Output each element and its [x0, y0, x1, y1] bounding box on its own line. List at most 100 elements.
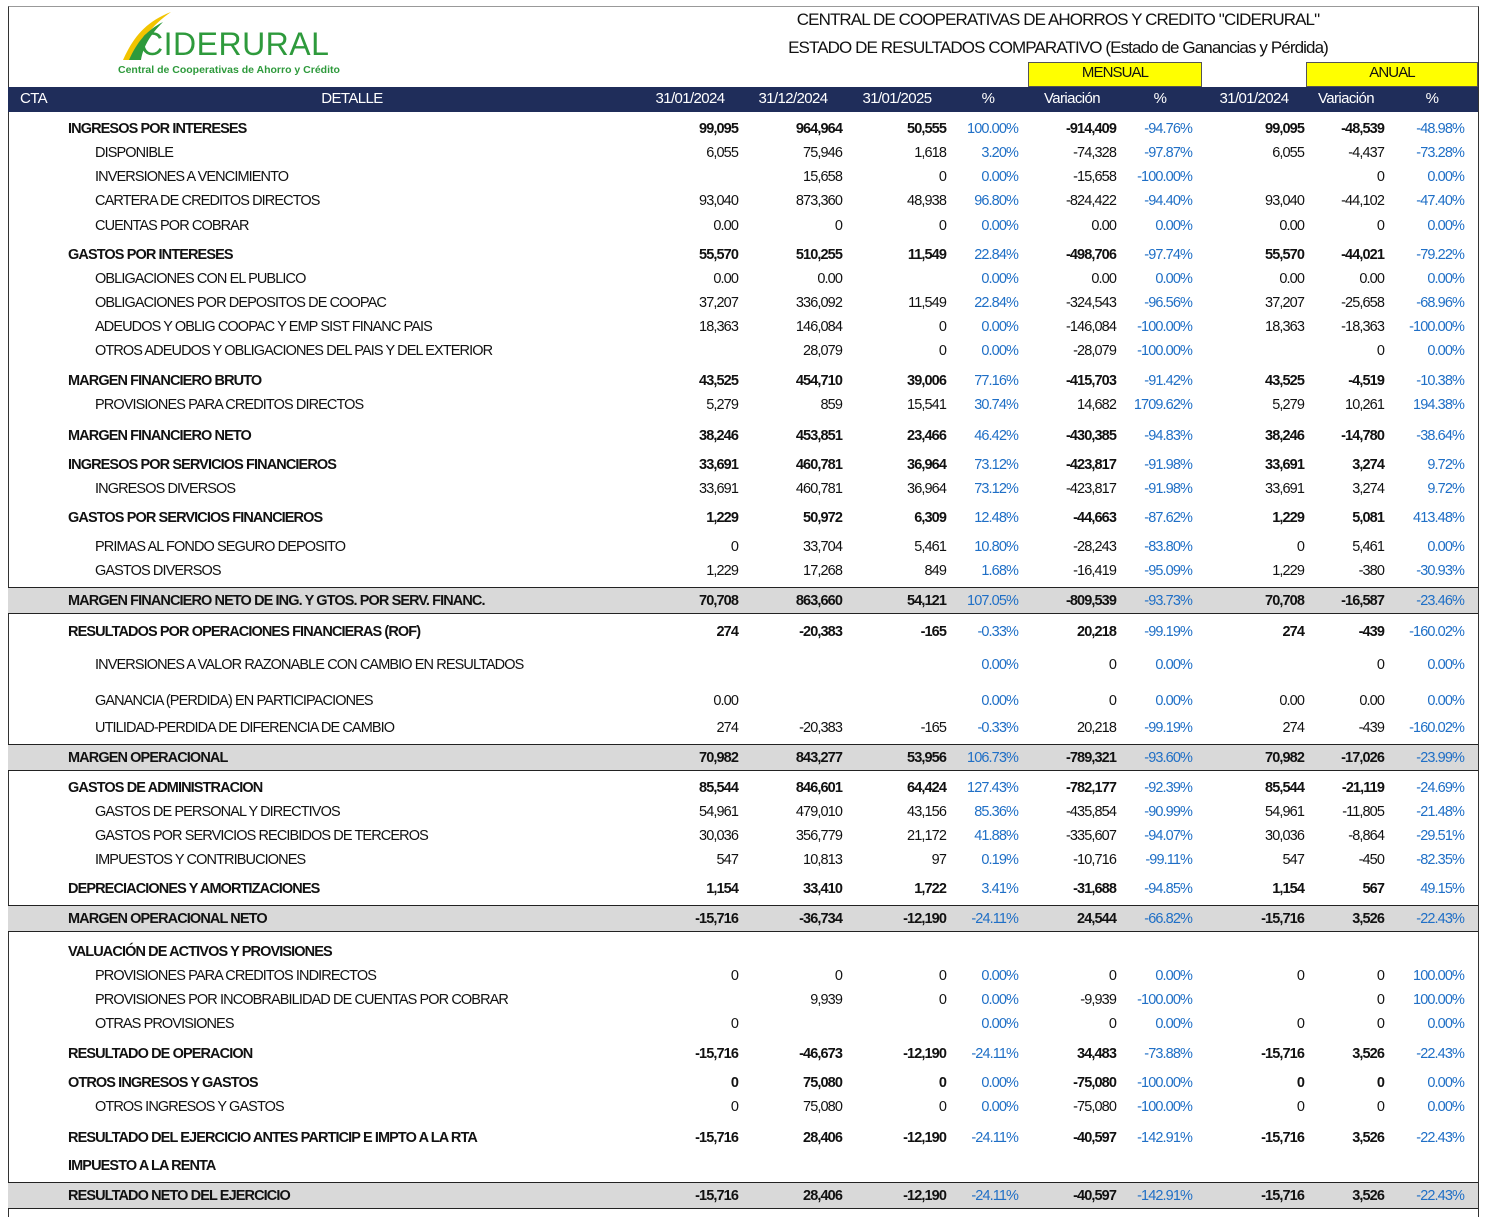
total-row-band — [8, 905, 1478, 932]
cell: 0.00% — [981, 271, 1019, 287]
cell: 85.36% — [974, 804, 1019, 820]
cell: -28,079 — [1073, 343, 1117, 359]
cell: -160.02% — [1409, 624, 1465, 640]
cell: 0 — [938, 218, 947, 234]
cell: -914,409 — [1065, 121, 1117, 137]
cell: 28,079 — [803, 343, 843, 359]
cell: -91.98% — [1144, 481, 1193, 497]
cell: -99.19% — [1144, 624, 1193, 640]
column-header: DETALLE — [321, 90, 383, 107]
cell: 30,036 — [699, 828, 739, 844]
row-label: DISPONIBLE — [95, 145, 174, 161]
cell: -18,363 — [1341, 319, 1385, 335]
cell: 5,279 — [1272, 397, 1305, 413]
cell: 54,961 — [1265, 804, 1305, 820]
cell: 547 — [716, 852, 739, 868]
cell: 37,207 — [699, 295, 739, 311]
cell: 3.41% — [981, 881, 1019, 897]
cell: -79.22% — [1416, 247, 1465, 263]
cell: -23.46% — [1416, 593, 1465, 609]
cell: 24,544 — [1077, 911, 1117, 927]
cell: 33,691 — [699, 481, 739, 497]
row-label: OTROS INGRESOS Y GASTOS — [68, 1075, 259, 1091]
cell: 0 — [1108, 693, 1117, 709]
logo-name: CIDERURAL — [140, 26, 330, 62]
cell: -423,817 — [1065, 481, 1117, 497]
cell: -809,539 — [1065, 593, 1117, 609]
cell: 1,229 — [1272, 510, 1305, 526]
cell: 0.00% — [1155, 218, 1193, 234]
cell: 460,781 — [795, 481, 843, 497]
cell: -380 — [1358, 563, 1385, 579]
row-label: INGRESOS DIVERSOS — [95, 481, 236, 497]
cell: -435,854 — [1065, 804, 1117, 820]
cell: 127.43% — [967, 780, 1019, 796]
cell: 49.15% — [1420, 881, 1465, 897]
row-label: INGRESOS POR INTERESES — [68, 121, 247, 137]
row-label: OTROS ADEUDOS Y OBLIGACIONES DEL PAIS Y … — [95, 343, 493, 359]
row-label: DEPRECIACIONES Y AMORTIZACIONES — [68, 881, 320, 897]
cell: 48,938 — [907, 193, 947, 209]
cell: 30.74% — [974, 397, 1019, 413]
cell: 0 — [730, 539, 739, 555]
cell: 274 — [1282, 720, 1305, 736]
cell: -10.38% — [1416, 373, 1465, 389]
row-label: MARGEN FINANCIERO BRUTO — [68, 373, 262, 389]
cell: -146,084 — [1065, 319, 1117, 335]
cell: 75,080 — [803, 1075, 843, 1091]
cell: 1709.62% — [1133, 397, 1193, 413]
row-label: MARGEN OPERACIONAL NETO — [68, 911, 268, 927]
column-header: % — [1153, 90, 1167, 107]
cell: 0.00% — [1427, 539, 1465, 555]
cell: 70,708 — [1265, 593, 1305, 609]
cell: -15,658 — [1073, 169, 1117, 185]
cell: -91.42% — [1144, 373, 1193, 389]
cell: 6,055 — [1272, 145, 1305, 161]
cell: 3,526 — [1352, 1130, 1385, 1146]
cell: 0.00 — [713, 271, 739, 287]
cell: 15,541 — [907, 397, 947, 413]
cell: 274 — [1282, 624, 1305, 640]
cell: 46.42% — [974, 428, 1019, 444]
cell: 146,084 — [795, 319, 843, 335]
cell: 43,525 — [699, 373, 739, 389]
cell: 1.68% — [981, 563, 1019, 579]
row-label: GASTOS POR SERVICIOS RECIBIDOS DE TERCER… — [95, 828, 429, 844]
cell: -142.91% — [1137, 1188, 1193, 1204]
cell: 0 — [730, 1099, 739, 1115]
cell: -17,026 — [1341, 750, 1385, 766]
row-label: INVERSIONES A VENCIMIENTO — [95, 169, 289, 185]
cell: -44,021 — [1341, 247, 1385, 263]
cell: 0.00% — [1155, 1016, 1193, 1032]
cell: -28,243 — [1073, 539, 1117, 555]
cell: 6,055 — [706, 145, 739, 161]
cell: 97 — [931, 852, 947, 868]
cell: 0 — [1376, 992, 1385, 1008]
cell: 41.88% — [974, 828, 1019, 844]
row-label: PROVISIONES PARA CREDITOS DIRECTOS — [95, 397, 364, 413]
cell: 43,156 — [907, 804, 947, 820]
cell: -15,716 — [1261, 911, 1305, 927]
report-title: CENTRAL DE COOPERATIVAS DE AHORROS Y CRE… — [796, 10, 1320, 29]
cell: -24.11% — [971, 1188, 1019, 1204]
row-label: INVERSIONES A VALOR RAZONABLE CON CAMBIO… — [95, 657, 524, 673]
cell: 22.84% — [974, 295, 1019, 311]
cell: -0.33% — [977, 624, 1018, 640]
cell: 6,309 — [914, 510, 947, 526]
cell: 1,229 — [706, 563, 739, 579]
row-label: RESULTADO DEL EJERCICIO ANTES PARTICIP E… — [68, 1130, 478, 1146]
cell: -14,780 — [1341, 428, 1385, 444]
cell: 0 — [1296, 968, 1305, 984]
cell: 567 — [1362, 881, 1385, 897]
cell: 547 — [1282, 852, 1305, 868]
row-label: RESULTADO DE OPERACION — [68, 1046, 253, 1062]
cell: -92.39% — [1144, 780, 1193, 796]
cell: -24.11% — [971, 1046, 1019, 1062]
cell: -20,383 — [799, 720, 843, 736]
cell: 3,274 — [1352, 481, 1385, 497]
total-row-band — [8, 744, 1478, 771]
cell: 1,229 — [706, 510, 739, 526]
cell: -789,321 — [1065, 750, 1117, 766]
cell: 36,964 — [907, 457, 947, 473]
